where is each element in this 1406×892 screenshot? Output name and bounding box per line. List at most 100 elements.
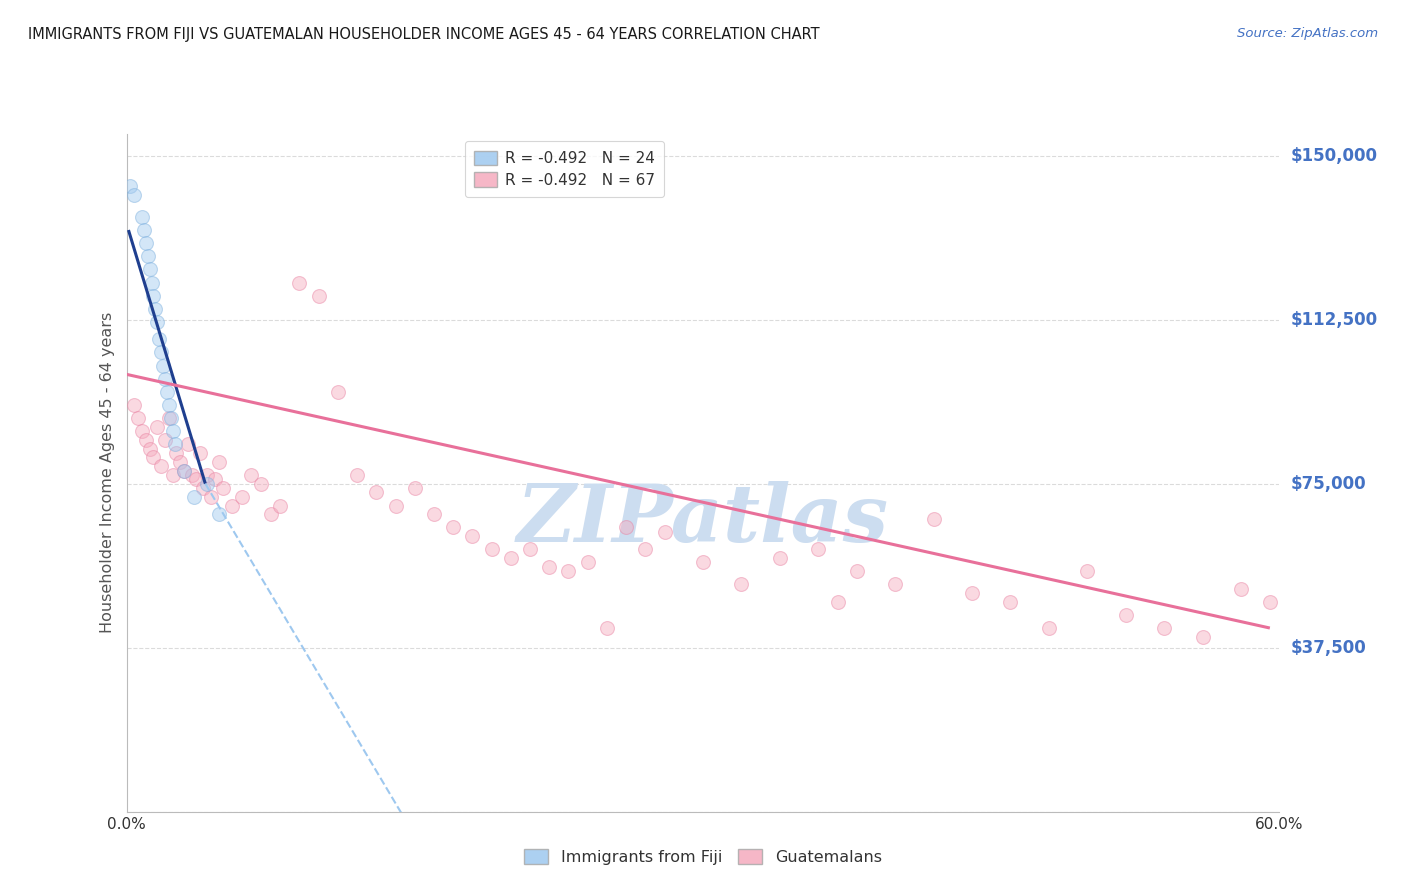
Point [138,442,160,456]
Point [208,508,231,522]
Point [135,236,157,251]
Point [404,481,426,495]
Point [142,450,165,465]
Point [156,384,179,399]
Point [634,542,657,557]
Point [366,485,388,500]
Point [269,499,291,513]
Point [162,424,184,438]
Point [150,345,173,359]
Point [1258,595,1281,609]
Point [166,446,188,460]
Legend: Immigrants from Fiji, Guatemalans: Immigrants from Fiji, Guatemalans [517,843,889,871]
Point [326,384,349,399]
Point [136,249,159,263]
Text: $112,500: $112,500 [1291,310,1378,328]
Point [120,179,142,194]
Point [692,556,714,570]
Point [127,411,149,425]
Point [308,288,330,302]
Point [142,288,165,302]
Text: $150,000: $150,000 [1291,146,1378,165]
Point [157,411,180,425]
Point [884,577,907,591]
Point [141,276,163,290]
Point [146,315,169,329]
Point [138,262,160,277]
Point [193,481,215,495]
Point [204,472,226,486]
Point [148,332,170,346]
Point [461,529,484,543]
Point [131,210,153,224]
Point [200,490,222,504]
Text: ZIPatlas: ZIPatlas [517,482,889,559]
Point [152,359,174,373]
Point [922,511,945,525]
Point [122,188,145,202]
Point [288,276,311,290]
Point [122,398,145,412]
Point [157,398,180,412]
Text: IMMIGRANTS FROM FIJI VS GUATEMALAN HOUSEHOLDER INCOME AGES 45 - 64 YEARS CORRELA: IMMIGRANTS FROM FIJI VS GUATEMALAN HOUSE… [28,27,820,42]
Point [195,476,218,491]
Point [960,586,983,600]
Point [195,467,218,482]
Point [221,499,243,513]
Point [169,455,191,469]
Point [654,524,676,539]
Point [1230,582,1253,596]
Point [163,437,186,451]
Point [519,542,541,557]
Point [211,481,233,495]
Point [188,446,211,460]
Point [153,372,176,386]
Point [423,508,446,522]
Point [1038,621,1060,635]
Point [250,476,273,491]
Point [173,464,195,478]
Point [159,411,181,425]
Point [538,559,561,574]
Point [183,490,205,504]
Point [162,467,184,482]
Point [177,437,200,451]
Point [441,520,464,534]
Point [1191,630,1213,644]
Point [145,301,166,316]
Point [131,424,153,438]
Point [259,508,281,522]
Text: $75,000: $75,000 [1291,475,1367,492]
Point [173,464,195,478]
Point [135,433,157,447]
Point [240,467,263,482]
Point [153,433,176,447]
Point [180,467,202,482]
Point [1153,621,1175,635]
Point [146,420,169,434]
Point [208,455,231,469]
Point [557,564,579,578]
Point [614,520,637,534]
Point [845,564,868,578]
Point [576,556,599,570]
Point [346,467,368,482]
Point [730,577,752,591]
Point [827,595,849,609]
Point [132,223,155,237]
Point [184,472,207,486]
Point [1000,595,1022,609]
Point [231,490,253,504]
Text: Source: ZipAtlas.com: Source: ZipAtlas.com [1237,27,1378,40]
Y-axis label: Householder Income Ages 45 - 64 years: Householder Income Ages 45 - 64 years [100,312,115,633]
Point [384,499,406,513]
Point [499,551,522,566]
Point [1076,564,1098,578]
Point [807,542,830,557]
Point [1115,607,1137,622]
Text: $37,500: $37,500 [1291,639,1367,657]
Point [150,459,173,474]
Point [481,542,503,557]
Point [769,551,792,566]
Point [596,621,619,635]
